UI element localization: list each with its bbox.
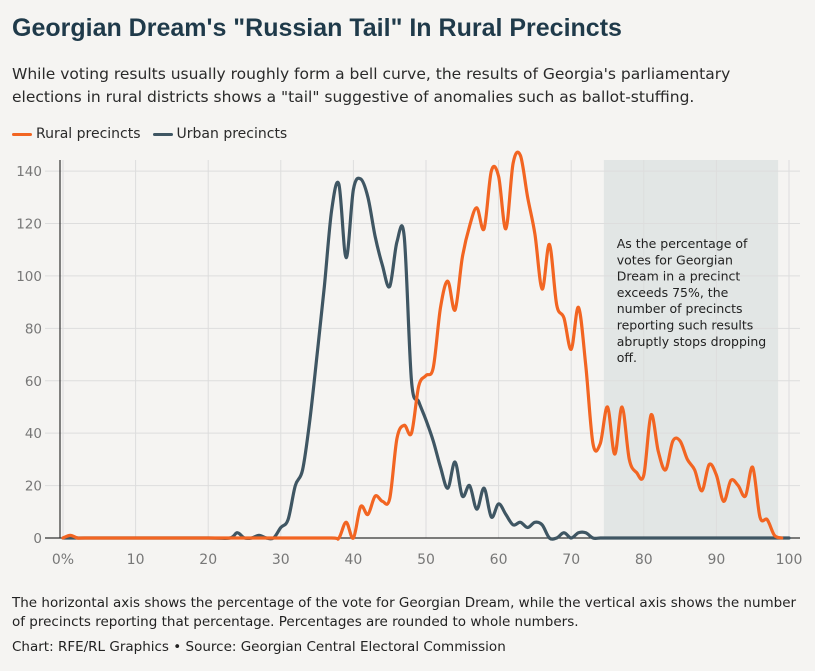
- x-tick-label: 0%: [52, 552, 74, 568]
- annotation: As the percentage of votes for Georgian Dr…: [617, 236, 766, 365]
- x-tick-label: 10: [127, 552, 145, 568]
- y-tick-label: 20: [25, 479, 42, 495]
- legend-label-rural: Rural precincts: [36, 126, 141, 142]
- annotation-line: off.: [617, 350, 637, 365]
- series-line-urban: [61, 176, 791, 541]
- y-tick-label: 120: [16, 217, 42, 233]
- legend-swatch-rural: [12, 132, 32, 136]
- annotation-line: votes for Georgian: [617, 252, 733, 267]
- y-tick-label: 60: [25, 374, 42, 390]
- annotation-line: As the percentage of: [617, 236, 748, 251]
- chart-subtitle: While voting results usually roughly for…: [12, 65, 731, 106]
- x-tick-label: 40: [344, 552, 362, 568]
- x-tick-label: 20: [199, 552, 217, 568]
- y-tick-label: 0: [33, 531, 42, 547]
- annotation-line: abruptly stops dropping: [617, 334, 766, 349]
- y-tick-label: 40: [25, 426, 42, 442]
- legend-label-urban: Urban precincts: [176, 126, 288, 142]
- legend-item-urban: Urban precincts: [152, 126, 288, 142]
- series-line-rural: [61, 150, 784, 541]
- x-tick-label: 60: [490, 552, 508, 568]
- annotation-text: As the percentage of votes for Georgian Dr…: [617, 236, 766, 365]
- x-tick-label: 80: [635, 552, 653, 568]
- shaded-region: [603, 160, 779, 538]
- x-tick-label: 30: [272, 552, 290, 568]
- annotation-line: exceeds 75%, the: [617, 285, 729, 300]
- y-tick-label: 100: [16, 269, 42, 285]
- legend-item-rural: Rural precincts: [12, 126, 141, 142]
- x-tick-label: 100: [776, 552, 803, 568]
- footer-note: The horizontal axis shows the percentage…: [12, 595, 797, 630]
- x-tick-label: 90: [707, 552, 725, 568]
- x-tick-label: 50: [417, 552, 435, 568]
- chart-title: Georgian Dream's "Russian Tail" In Rural…: [12, 14, 622, 42]
- legend: Rural precincts Urban precincts: [12, 126, 299, 142]
- annotation-line: Dream in a precinct: [617, 269, 741, 284]
- annotation-line: reporting such results: [617, 318, 754, 333]
- grid: [45, 160, 800, 539]
- legend-swatch-urban: [152, 132, 173, 136]
- footer-credit: Chart: RFE/RL Graphics • Source: Georgia…: [12, 639, 506, 655]
- series-lines: [61, 150, 791, 541]
- y-tick-label: 140: [16, 164, 42, 180]
- x-tick-label: 70: [562, 552, 580, 568]
- line-chart: 0 20 40 60 80 100 120 140 0% 10 20 30 40 50 60 70 80 90 10…: [16, 150, 803, 568]
- annotation-line: number of precincts: [617, 301, 743, 316]
- y-tick-label: 80: [25, 321, 42, 337]
